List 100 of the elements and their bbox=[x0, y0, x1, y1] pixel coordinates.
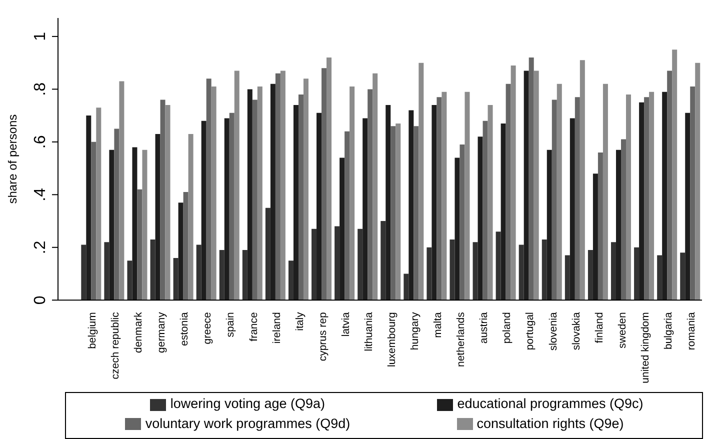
x-tick-label: portugal bbox=[524, 312, 536, 350]
bar bbox=[634, 247, 640, 300]
x-tick-label: cyprus rep bbox=[316, 312, 329, 362]
x-tick-label: sweden bbox=[616, 312, 628, 348]
x-tick-label: bulgaria bbox=[662, 312, 674, 350]
bar bbox=[362, 118, 368, 300]
y-tick-label: 0 bbox=[32, 296, 49, 305]
bar bbox=[86, 116, 92, 300]
x-tick-label: france bbox=[248, 312, 260, 342]
bar bbox=[662, 92, 668, 300]
bar bbox=[160, 100, 166, 300]
bar bbox=[114, 128, 120, 300]
legend-label: voluntary work programmes (Q9d) bbox=[145, 416, 350, 431]
bar bbox=[119, 81, 124, 300]
bar bbox=[432, 105, 437, 300]
bar bbox=[127, 260, 132, 300]
bar bbox=[534, 70, 539, 300]
bar bbox=[592, 174, 598, 300]
bar bbox=[546, 150, 552, 300]
legend-label: consultation rights (Q9e) bbox=[476, 416, 624, 431]
bar bbox=[188, 134, 194, 300]
bar bbox=[442, 92, 447, 300]
bar bbox=[482, 120, 488, 300]
bar bbox=[404, 274, 409, 300]
bar bbox=[350, 86, 355, 300]
bar bbox=[454, 158, 460, 300]
bar bbox=[224, 118, 230, 300]
bar bbox=[201, 120, 206, 300]
bar bbox=[390, 126, 396, 300]
bar bbox=[602, 84, 608, 300]
bar bbox=[500, 123, 506, 300]
x-tick-label: netherlands bbox=[455, 312, 468, 367]
bar bbox=[672, 50, 678, 300]
legend-label: lowering voting age (Q9a) bbox=[170, 396, 326, 412]
bar bbox=[426, 247, 432, 300]
bar bbox=[478, 136, 483, 300]
bar bbox=[368, 89, 373, 300]
x-tick-label: austria bbox=[478, 312, 490, 344]
bar bbox=[611, 242, 616, 300]
x-tick-label: spain bbox=[224, 312, 237, 338]
y-tick-label: .4 bbox=[32, 188, 49, 202]
bar bbox=[322, 68, 327, 300]
bar bbox=[574, 97, 580, 300]
bar bbox=[616, 150, 622, 300]
bar bbox=[667, 70, 672, 300]
x-tick-label: belgium bbox=[86, 312, 99, 349]
bar bbox=[450, 239, 455, 300]
bar bbox=[316, 112, 322, 300]
x-tick-label: united kingdom bbox=[639, 312, 652, 384]
bar bbox=[91, 142, 96, 300]
bar bbox=[257, 86, 262, 300]
bar bbox=[288, 260, 294, 300]
bar bbox=[414, 126, 419, 300]
bar bbox=[265, 208, 270, 300]
bar bbox=[524, 70, 529, 300]
bar bbox=[150, 239, 156, 300]
x-tick-label: czech republic bbox=[110, 312, 122, 380]
bar bbox=[104, 242, 110, 300]
x-tick-label: romania bbox=[685, 312, 698, 350]
bar bbox=[275, 73, 280, 300]
bar bbox=[588, 250, 593, 300]
bar bbox=[488, 105, 493, 300]
x-tick-label: latvia bbox=[340, 312, 352, 337]
bar bbox=[386, 105, 391, 300]
bar bbox=[219, 250, 224, 300]
bar bbox=[506, 84, 511, 300]
x-tick-label: slovenia bbox=[547, 312, 560, 351]
bar bbox=[303, 78, 308, 300]
bar bbox=[552, 100, 557, 300]
bar bbox=[695, 62, 700, 300]
x-tick-label: denmark bbox=[132, 311, 145, 353]
bar bbox=[626, 94, 632, 300]
bar bbox=[358, 228, 363, 300]
bar bbox=[252, 100, 258, 300]
x-tick-label: lithuania bbox=[362, 312, 375, 352]
bar bbox=[137, 189, 142, 300]
bar bbox=[460, 144, 465, 300]
bar bbox=[142, 150, 148, 300]
bar bbox=[639, 102, 644, 300]
bar bbox=[340, 158, 345, 300]
x-tick-label: luxembourg bbox=[386, 312, 398, 367]
bar bbox=[464, 92, 470, 300]
bar bbox=[372, 73, 378, 300]
bar bbox=[326, 58, 332, 300]
bar bbox=[685, 112, 690, 300]
bar bbox=[173, 258, 178, 300]
bar bbox=[206, 78, 212, 300]
bar bbox=[178, 202, 184, 300]
bar bbox=[344, 131, 350, 300]
bar bbox=[312, 228, 317, 300]
bar bbox=[242, 250, 248, 300]
bar bbox=[556, 84, 562, 300]
bar bbox=[528, 58, 534, 300]
bar bbox=[496, 232, 501, 300]
x-tick-label: hungary bbox=[409, 311, 422, 350]
bar bbox=[196, 244, 202, 300]
bar bbox=[81, 244, 86, 300]
bar bbox=[380, 221, 386, 300]
bar bbox=[418, 62, 424, 300]
y-tick-label: .2 bbox=[32, 240, 49, 254]
